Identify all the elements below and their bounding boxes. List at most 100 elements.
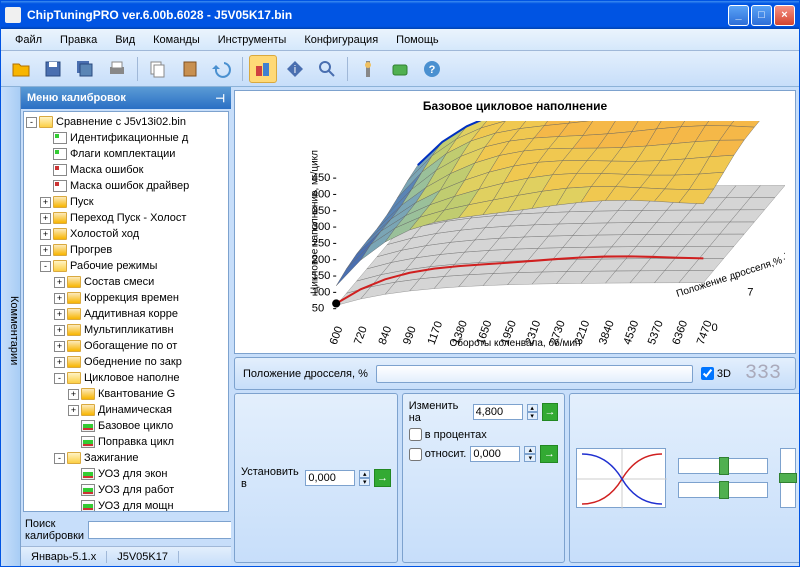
comments-tab[interactable]: Комментарии <box>1 87 21 566</box>
tree-node[interactable]: +Мультипликативн <box>26 322 226 338</box>
tree-expander[interactable]: + <box>54 341 65 352</box>
tree-node[interactable]: -Зажигание <box>26 450 226 466</box>
tree-node[interactable]: УОЗ для экон <box>26 466 226 482</box>
svg-text:6360: 6360 <box>670 319 690 347</box>
menu-Команды[interactable]: Команды <box>145 32 208 48</box>
set-spin-up[interactable]: ▴ <box>359 470 370 478</box>
tree-label: Переход Пуск - Холост <box>70 212 186 224</box>
menu-Вид[interactable]: Вид <box>107 32 143 48</box>
tree-expander[interactable]: + <box>68 405 79 416</box>
info-button[interactable]: i <box>281 55 309 83</box>
tree-expander[interactable]: + <box>54 325 65 336</box>
close-button[interactable]: × <box>774 5 795 26</box>
tree-expander[interactable]: - <box>26 117 37 128</box>
svg-text:250: 250 <box>312 237 331 249</box>
search-input[interactable] <box>88 521 236 539</box>
pin-icon[interactable]: ⊣ <box>215 92 225 105</box>
curve-editor[interactable] <box>576 448 666 508</box>
tree-node[interactable]: +Обеднение по закр <box>26 354 226 370</box>
set-spin-down[interactable]: ▾ <box>359 478 370 486</box>
slider-v[interactable] <box>780 448 796 508</box>
relative-apply-button[interactable]: → <box>540 445 558 463</box>
set-value-input[interactable] <box>305 470 355 486</box>
menu-Правка[interactable]: Правка <box>52 32 105 48</box>
tree-expander[interactable]: + <box>40 197 51 208</box>
tree-node[interactable]: Базовое цикло <box>26 418 226 434</box>
tree-expander[interactable]: + <box>54 357 65 368</box>
tree-node[interactable]: -Цикловое наполне <box>26 370 226 386</box>
tree-node[interactable]: +Обогащение по от <box>26 338 226 354</box>
tree-node[interactable]: +Аддитивная корре <box>26 306 226 322</box>
open-button[interactable] <box>7 55 35 83</box>
help-button[interactable]: ? <box>418 55 446 83</box>
status-file: J5V05K17 <box>107 551 179 563</box>
svg-text:1950: 1950 <box>499 319 519 347</box>
tree-node[interactable]: +Пуск <box>26 194 226 210</box>
tree-node[interactable]: Поправка цикл <box>26 434 226 450</box>
tree-node[interactable]: +Квантование G <box>26 386 226 402</box>
menu-Инструменты[interactable]: Инструменты <box>210 32 295 48</box>
save-button[interactable] <box>39 55 67 83</box>
maximize-button[interactable]: □ <box>751 5 772 26</box>
tree-expander[interactable]: + <box>40 229 51 240</box>
chart-3d-area[interactable]: Базовое цикловое наполнение Цикловое нап… <box>234 90 796 354</box>
relative-value-input[interactable] <box>470 446 520 462</box>
surface-plot: 5010015020025030035040045060072084099011… <box>275 121 785 407</box>
rel-spin-down[interactable]: ▾ <box>524 454 536 462</box>
svg-text:720: 720 <box>352 325 370 347</box>
menu-Конфигурация[interactable]: Конфигурация <box>296 32 386 48</box>
calibration-tree[interactable]: -Сравнение с J5v13i02.binИдентификационн… <box>23 111 229 512</box>
chart-icon <box>81 484 95 496</box>
tree-label: Маска ошибок драйвер <box>70 180 189 192</box>
svg-text:2310: 2310 <box>524 319 544 347</box>
menu-Помощь[interactable]: Помощь <box>388 32 447 48</box>
tree-node[interactable]: +Холостой ход <box>26 226 226 242</box>
slider-h2[interactable] <box>678 482 768 498</box>
tree-expander[interactable]: + <box>40 245 51 256</box>
view-3d-button[interactable] <box>249 55 277 83</box>
tree-node[interactable]: +Динамическая <box>26 402 226 418</box>
tree-node[interactable]: +Коррекция времен <box>26 290 226 306</box>
rel-spin-up[interactable]: ▴ <box>524 446 536 454</box>
print-button[interactable] <box>103 55 131 83</box>
tree-node[interactable]: Маска ошибок драйвер <box>26 178 226 194</box>
set-apply-button[interactable]: → <box>374 469 391 487</box>
tree-node[interactable]: УОЗ для мощн <box>26 498 226 512</box>
tool-config-button[interactable] <box>354 55 382 83</box>
paste-button[interactable] <box>176 55 204 83</box>
search-button[interactable] <box>313 55 341 83</box>
tree-expander[interactable]: + <box>40 213 51 224</box>
save-all-button[interactable] <box>71 55 99 83</box>
tree-node[interactable]: Маска ошибок <box>26 162 226 178</box>
svg-text:5370: 5370 <box>646 319 666 347</box>
percent-checkbox[interactable] <box>409 428 422 441</box>
relative-checkbox[interactable] <box>409 448 422 461</box>
tree-expander[interactable]: + <box>54 293 65 304</box>
menu-Файл[interactable]: Файл <box>7 32 50 48</box>
status-ecu: Январь-5.1.x <box>21 551 107 563</box>
tree-expander[interactable]: - <box>40 261 51 272</box>
tree-node[interactable]: -Рабочие режимы <box>26 258 226 274</box>
undo-button[interactable] <box>208 55 236 83</box>
tree-node[interactable]: УОЗ для работ <box>26 482 226 498</box>
copy-button[interactable] <box>144 55 172 83</box>
throttle-slider[interactable] <box>376 365 693 383</box>
tool-hardware-button[interactable] <box>386 55 414 83</box>
tree-node[interactable]: Флаги комплектации <box>26 146 226 162</box>
change-spin-down[interactable]: ▾ <box>527 412 538 420</box>
svg-text:200: 200 <box>312 254 331 266</box>
tree-expander[interactable]: + <box>54 309 65 320</box>
tree-expander[interactable]: + <box>68 389 79 400</box>
tree-expander[interactable]: - <box>54 373 65 384</box>
tree-node[interactable]: + Состав смеси <box>26 274 226 290</box>
tree-node[interactable]: -Сравнение с J5v13i02.bin <box>26 114 226 130</box>
tree-node[interactable]: +Прогрев <box>26 242 226 258</box>
tree-label: Состав смеси <box>84 276 154 288</box>
tree-expander[interactable]: + <box>54 277 65 288</box>
tree-expander[interactable]: - <box>54 453 65 464</box>
tree-node[interactable]: + Переход Пуск - Холост <box>26 210 226 226</box>
window-title: ChipTuningPRO ver.6.00b.6028 - J5V05K17.… <box>27 8 728 22</box>
minimize-button[interactable]: _ <box>728 5 749 26</box>
slider-h1[interactable] <box>678 458 768 474</box>
tree-node[interactable]: Идентификационные д <box>26 130 226 146</box>
